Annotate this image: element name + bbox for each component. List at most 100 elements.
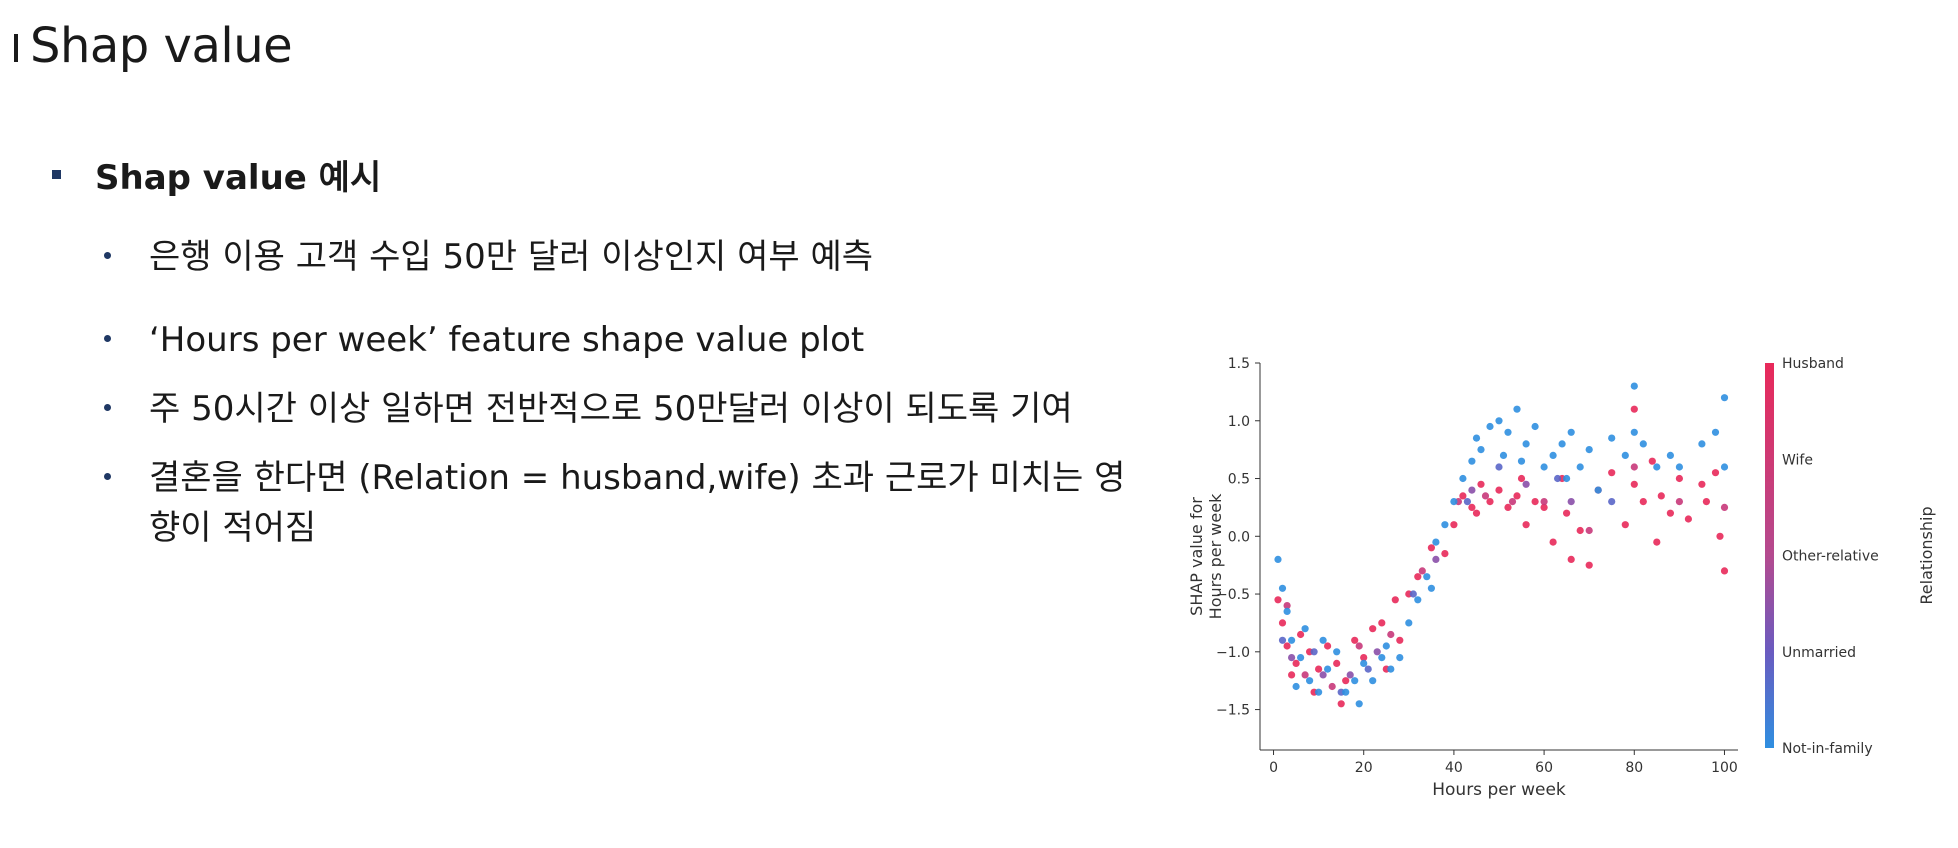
scatter-point: [1351, 677, 1359, 685]
scatter-point: [1563, 509, 1571, 517]
square-bullet-icon: [52, 170, 61, 179]
x-tick-label: 100: [1711, 760, 1738, 776]
scatter-point: [1504, 503, 1512, 511]
scatter-point: [1278, 619, 1287, 627]
colorbar-label: Husband: [1782, 356, 1844, 372]
scatter-point: [1373, 648, 1381, 656]
chart-svg: −1.5 −1.0 −0.5 0.0 0.5 1.0 1.5 0 20 40 60 80 100 Hour…: [1187, 356, 1936, 800]
scatter-point: [1468, 503, 1476, 511]
scatter-point: [1513, 492, 1521, 500]
scatter-point: [1355, 642, 1363, 650]
y-tick-label: −1.0: [1216, 645, 1250, 661]
scatter-point: [1364, 665, 1372, 673]
x-axis-label: Hours per week: [1432, 780, 1566, 800]
scatter-point: [1391, 596, 1399, 604]
shap-dependence-chart: −1.5 −1.0 −0.5 0.0 0.5 1.0 1.5 0 20 40 60 80 100 Hour…: [1150, 345, 1940, 815]
scatter-point: [1639, 440, 1647, 448]
scatter-point: [1333, 659, 1341, 667]
y-axis-label-line: SHAP value for: [1187, 497, 1206, 616]
scatter-point: [1675, 463, 1683, 471]
scatter-point: [1324, 642, 1332, 650]
scatter-point: [1657, 492, 1665, 500]
y-tick-label: −1.5: [1216, 703, 1250, 719]
scatter-point: [1346, 671, 1354, 679]
colorbar-label: Unmarried: [1782, 645, 1856, 661]
scatter-point: [1720, 394, 1729, 402]
scatter-point: [1608, 498, 1616, 506]
scatter-point: [1720, 503, 1729, 511]
section-heading: Shap value 예시: [52, 150, 381, 199]
scatter-point: [1567, 428, 1575, 436]
scatter-point: [1608, 434, 1616, 442]
bullet-text: ‘Hours per week’ feature shape value plo…: [149, 320, 865, 360]
scatter-point: [1531, 498, 1539, 506]
scatter-point: [1292, 682, 1300, 691]
scatter-point: [1288, 636, 1296, 644]
scatter-point: [1360, 659, 1368, 667]
scatter-point: [1558, 440, 1566, 448]
y-axis-label-line: Hours per week: [1206, 493, 1225, 619]
scatter-point: [1427, 544, 1435, 552]
dot-bullet-icon: [104, 404, 111, 411]
scatter-point: [1702, 498, 1710, 506]
scatter-point: [1463, 498, 1471, 506]
scatter-point: [1418, 567, 1426, 575]
scatter-point: [1278, 636, 1287, 644]
scatter-point: [1540, 498, 1548, 506]
scatter-point: [1450, 498, 1458, 506]
scatter-point: [1639, 498, 1647, 506]
scatter-point: [1630, 405, 1638, 413]
scatter-point: [1549, 538, 1557, 546]
scatter-point: [1486, 498, 1494, 506]
x-tick-label: 0: [1269, 760, 1278, 776]
scatter-point: [1405, 619, 1413, 627]
scatter-point: [1594, 486, 1602, 494]
y-tick-label: −0.5: [1216, 587, 1250, 603]
scatter-point: [1698, 480, 1706, 488]
scatter-point: [1653, 538, 1661, 546]
scatter-point: [1499, 451, 1508, 459]
scatter-point: [1369, 625, 1377, 633]
scatter-point: [1310, 648, 1318, 656]
scatter-point: [1409, 590, 1417, 598]
scatter-point: [1711, 469, 1720, 477]
scatter-point: [1495, 417, 1503, 425]
colorbar-label: Other-relative: [1782, 549, 1879, 565]
scatter-point: [1342, 677, 1350, 685]
scatter-point: [1513, 405, 1521, 413]
scatter-point: [1517, 457, 1526, 465]
scatter-point: [1360, 654, 1368, 662]
scatter-point: [1481, 492, 1490, 500]
scatter-point: [1621, 521, 1629, 529]
scatter-point: [1274, 555, 1282, 563]
scatter-point: [1441, 550, 1449, 558]
scatter-point: [1716, 532, 1724, 540]
scatter-point: [1472, 434, 1481, 442]
bullet-text: 은행 이용 고객 수입 50만 달러 이상인지 여부 예측: [149, 237, 874, 277]
scatter-point: [1297, 654, 1305, 662]
scatter-point: [1459, 474, 1467, 483]
scatter-point: [1630, 463, 1638, 471]
scatter-point: [1369, 677, 1377, 685]
scatter-point: [1522, 521, 1530, 529]
scatter-point: [1378, 619, 1386, 627]
scatter-point: [1567, 555, 1575, 563]
dot-bullet-icon: [104, 335, 111, 342]
y-tick-label: 0.0: [1228, 529, 1250, 545]
scatter-point: [1450, 521, 1458, 529]
section-heading-text: Shap value 예시: [95, 158, 382, 198]
bullet-list: Shap value 예시 은행 이용 고객 수입 50만 달러 이상인지 여부…: [52, 150, 1125, 548]
scatter-point: [1432, 538, 1440, 546]
scatter-point: [1432, 555, 1440, 563]
scatter-point: [1585, 526, 1593, 535]
title-area: Shap value: [14, 18, 293, 74]
scatter-point: [1549, 451, 1557, 459]
x-tick-label: 60: [1535, 760, 1553, 776]
dot-bullet-icon: [104, 252, 111, 259]
scatter-point: [1283, 607, 1291, 615]
scatter-point: [1423, 573, 1431, 581]
scatter-point: [1630, 382, 1638, 390]
scatter-point: [1508, 498, 1517, 506]
scatter-point: [1698, 440, 1706, 448]
colorbar-title: Relationship: [1917, 506, 1936, 604]
